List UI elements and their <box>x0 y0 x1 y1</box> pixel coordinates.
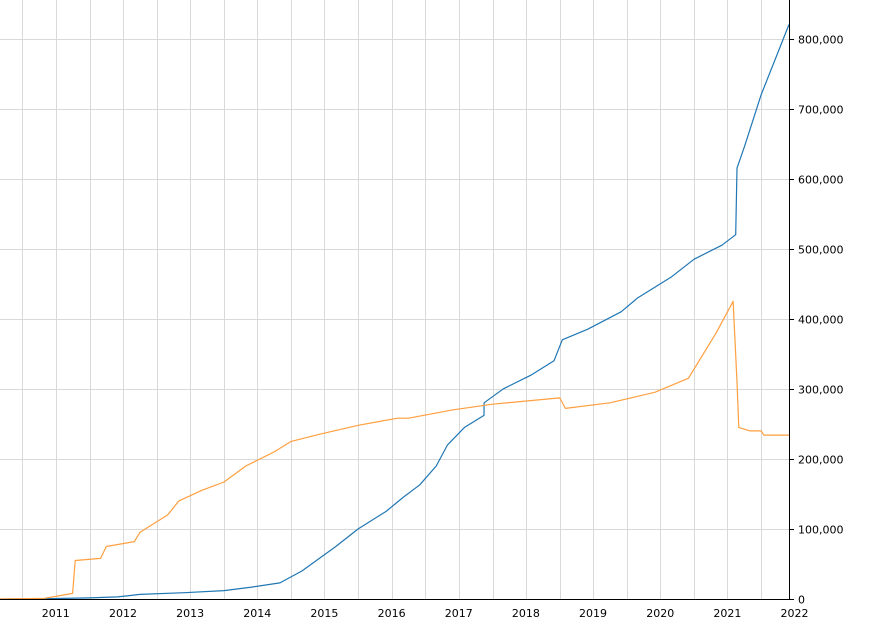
y-tick-label: 200,000 <box>798 454 844 467</box>
x-tick-label: 2012 <box>109 607 137 620</box>
x-tick-label: 2018 <box>512 607 540 620</box>
series-line-2 <box>0 300 789 600</box>
x-tick-label: 2020 <box>646 607 674 620</box>
x-tick-label: 2013 <box>176 607 204 620</box>
series-line-1 <box>0 24 790 600</box>
y-tick-label: 0 <box>798 594 805 607</box>
x-tick-label: 2014 <box>243 607 271 620</box>
grid-lines <box>0 0 789 600</box>
axes: 0 100,000 200,000 300,000 400,000 500,000 600,… <box>0 0 844 620</box>
x-tick-label: 2011 <box>42 607 70 620</box>
series-lines <box>0 24 790 600</box>
x-tick-label: 2021 <box>713 607 741 620</box>
y-tick-label: 300,000 <box>798 384 844 397</box>
y-tick-label: 600,000 <box>798 174 844 187</box>
x-tick-label: 2016 <box>378 607 406 620</box>
x-tick-label: 2015 <box>310 607 338 620</box>
y-tick-label: 400,000 <box>798 314 844 327</box>
x-tick-label: 2022 <box>781 607 809 620</box>
y-tick-label: 700,000 <box>798 104 844 117</box>
y-tick-label: 500,000 <box>798 244 844 257</box>
y-tick-label: 100,000 <box>798 524 844 537</box>
x-tick-label: 2017 <box>445 607 473 620</box>
x-tick-label: 2019 <box>579 607 607 620</box>
y-tick-label: 800,000 <box>798 34 844 47</box>
